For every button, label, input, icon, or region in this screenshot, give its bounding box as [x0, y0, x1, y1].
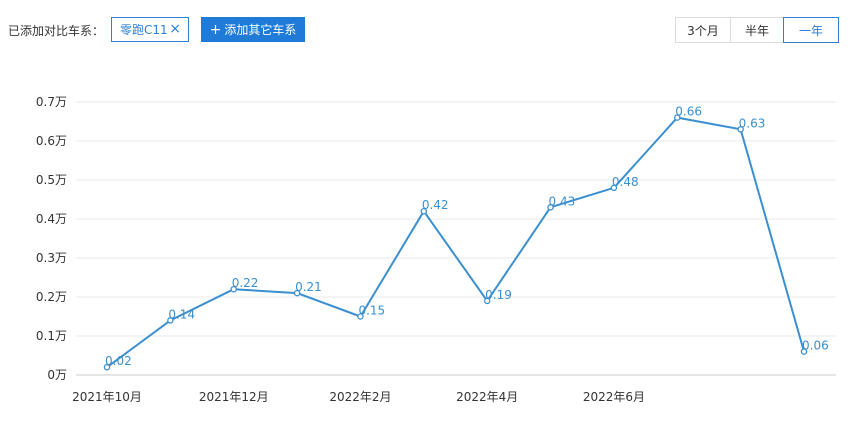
y-tick-label: 0.1万 [36, 329, 67, 343]
data-label: 0.43 [549, 194, 576, 208]
plus-icon: + [209, 21, 222, 38]
data-points [103, 114, 808, 371]
data-point[interactable] [230, 285, 237, 293]
close-icon[interactable]: × [169, 21, 181, 37]
time-range-selector: 3个月 半年 一年 [675, 17, 839, 43]
x-tick-label: 2022年2月 [329, 390, 391, 404]
grid-lines [76, 101, 836, 376]
data-label: 0.21 [295, 280, 322, 294]
series-line [106, 116, 805, 369]
data-point[interactable] [674, 114, 681, 121]
range-option-half-year[interactable]: 半年 [730, 17, 784, 43]
toolbar: 已添加对比车系： 零跑C11 × + 添加其它车系 3个月 半年 一年 [0, 0, 852, 60]
car-tag-label: 零跑C11 [120, 23, 168, 37]
x-tick-label: 2021年12月 [199, 390, 269, 404]
data-label: 0.42 [422, 198, 449, 212]
x-tick-label: 2022年4月 [456, 390, 518, 404]
data-label: 0.14 [168, 307, 195, 321]
y-tick-label: 0万 [47, 368, 67, 382]
x-tick-label: 2021年10月 [72, 390, 142, 404]
data-label: 0.22 [232, 276, 259, 290]
y-tick-label: 0.7万 [36, 95, 67, 109]
add-car-series-label: 添加其它车系 [224, 23, 297, 37]
x-tick-label: 2022年6月 [583, 390, 645, 404]
y-tick-label: 0.2万 [36, 290, 67, 304]
data-point[interactable] [737, 126, 744, 133]
y-tick-label: 0.4万 [36, 212, 67, 226]
sales-line-chart: 0万0.1万0.2万0.3万0.4万0.5万0.6万0.7万 2021年10月 2… [36, 95, 836, 404]
y-axis-tick-labels: 0万 0.1万 0.2万 0.3万 0.4万 0.5万 0.6万 0.7万 [36, 95, 67, 382]
data-point[interactable] [483, 297, 491, 305]
data-point[interactable] [610, 184, 618, 192]
data-label: 0.02 [105, 354, 132, 368]
range-option-one-year[interactable]: 一年 [783, 17, 839, 43]
y-tick-label: 0.6万 [36, 134, 67, 148]
data-label: 0.66 [675, 105, 702, 119]
add-car-series-button[interactable]: + 添加其它车系 [201, 17, 305, 42]
data-label: 0.63 [739, 116, 766, 130]
y-tick-label: 0.5万 [36, 173, 67, 187]
car-tag-lingpao-c11[interactable]: 零跑C11 × [111, 17, 189, 42]
data-point[interactable] [103, 363, 111, 371]
data-labels: 0.02 0.14 0.22 0.21 0.15 0.42 0.19 0.43 0.48 0.66… [105, 105, 829, 369]
data-point[interactable] [547, 204, 554, 211]
data-label: 0.48 [612, 175, 639, 189]
x-axis-tick-labels: 2021年10月 2021年12月 2022年2月 2022年4月 2022年6月 [72, 390, 645, 404]
compare-label: 已添加对比车系： [8, 24, 105, 38]
data-label: 0.19 [485, 288, 512, 302]
data-point[interactable] [357, 313, 364, 320]
data-point[interactable] [167, 317, 174, 324]
data-point[interactable] [293, 289, 301, 297]
data-label: 0.15 [358, 304, 385, 318]
range-option-3-months[interactable]: 3个月 [675, 17, 731, 43]
y-tick-label: 0.3万 [36, 251, 67, 265]
data-label: 0.06 [802, 339, 829, 353]
data-point[interactable] [420, 207, 428, 215]
data-point[interactable] [800, 348, 808, 355]
